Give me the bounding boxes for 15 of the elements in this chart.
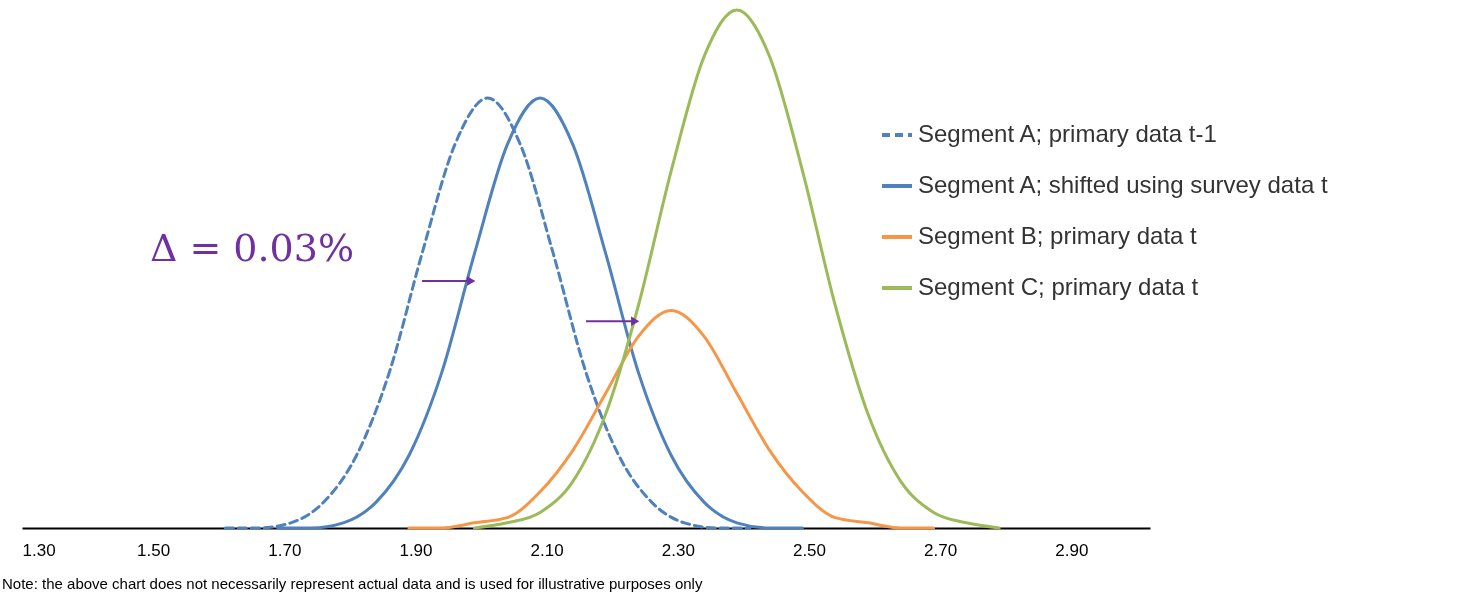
annotation: Δ = 0.03% (149, 226, 355, 270)
legend-label: Segment A; primary data t-1 (918, 120, 1217, 147)
legend-label: Segment A; shifted using survey data t (918, 171, 1328, 198)
x-tick-label: 2.50 (792, 540, 827, 560)
x-tick-label: 1.30 (22, 540, 56, 560)
x-tick-label: 2.70 (924, 540, 958, 560)
x-tick-label: 2.10 (530, 540, 564, 560)
legend-label: Segment B; primary data t (918, 222, 1198, 249)
x-tick-label: 1.70 (268, 540, 302, 560)
x-tick-label: 2.90 (1055, 540, 1089, 560)
text: Note: the above chart does not necessarily represent actual data and is used for illustrative purposes only (2, 575, 703, 592)
x-tick-label: 1.50 (137, 540, 171, 560)
legend-label: Segment C; primary data t (918, 273, 1199, 300)
x-tick-label: 1.90 (399, 540, 433, 560)
x-tick-label: 2.30 (661, 540, 695, 560)
